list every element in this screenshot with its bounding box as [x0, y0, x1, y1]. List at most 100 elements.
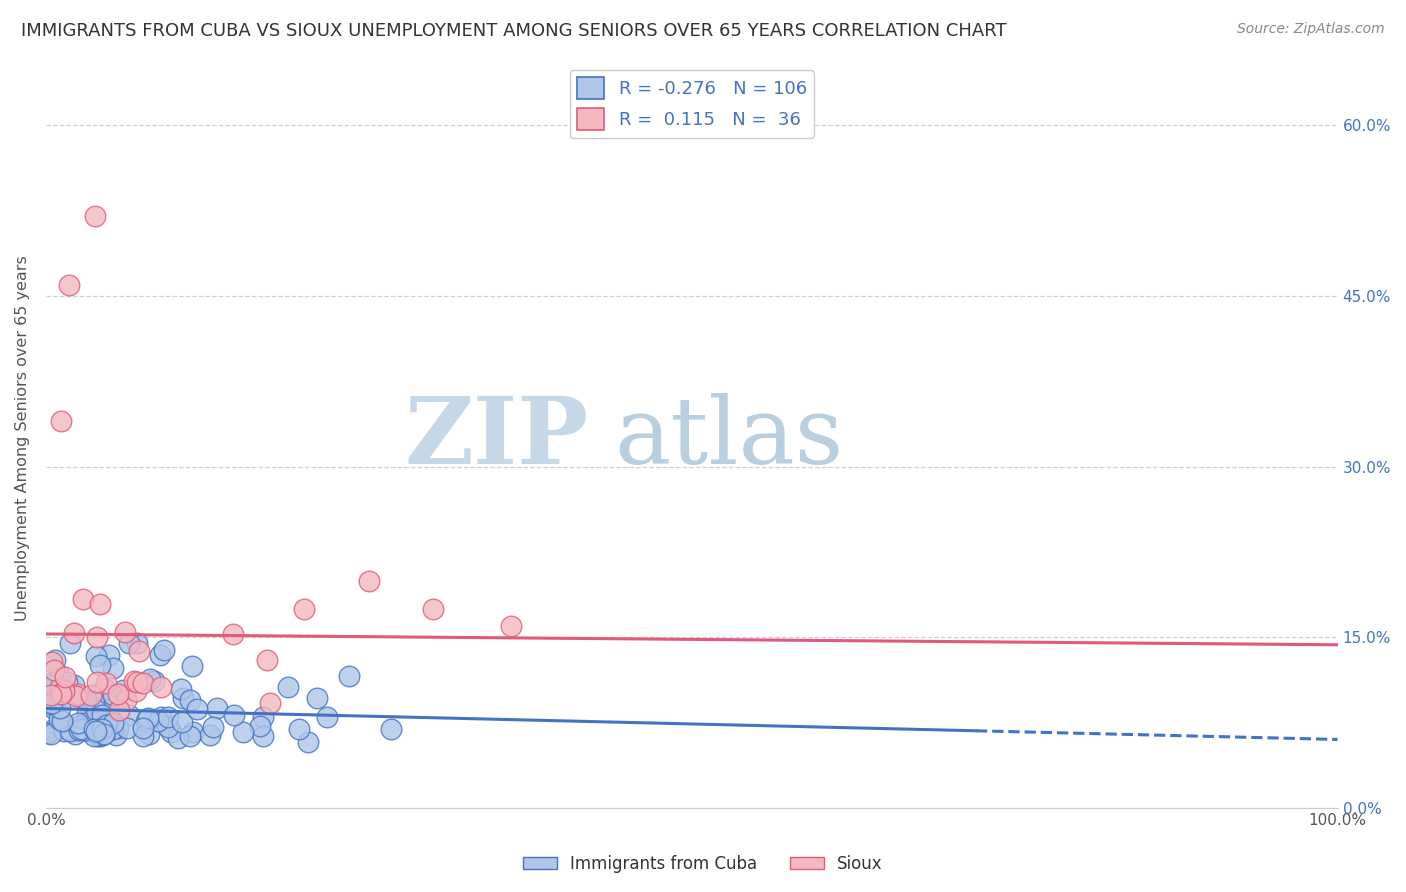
Point — [149, 710, 172, 724]
Legend: Immigrants from Cuba, Sioux: Immigrants from Cuba, Sioux — [516, 848, 890, 880]
Point — [132, 729, 155, 743]
Point — [76, 706, 98, 720]
Point — [249, 719, 271, 733]
Point — [79, 698, 101, 712]
Text: atlas: atlas — [614, 393, 844, 483]
Point — [259, 696, 281, 710]
Point — [49, 681, 72, 695]
Point — [136, 711, 159, 725]
Point — [157, 720, 180, 734]
Point — [84, 648, 107, 663]
Point — [83, 695, 105, 709]
Point — [53, 670, 76, 684]
Point — [65, 689, 87, 703]
Point — [83, 723, 105, 737]
Text: Source: ZipAtlas.com: Source: ZipAtlas.com — [1237, 22, 1385, 37]
Point — [90, 722, 112, 736]
Point — [63, 625, 86, 640]
Point — [55, 674, 77, 689]
Point — [101, 688, 124, 702]
Point — [42, 663, 65, 677]
Point — [72, 592, 94, 607]
Point — [252, 710, 274, 724]
Point — [124, 684, 146, 698]
Point — [337, 669, 360, 683]
Point — [316, 710, 339, 724]
Point — [108, 702, 131, 716]
Point — [41, 655, 63, 669]
Point — [107, 721, 129, 735]
Point — [160, 725, 183, 739]
Text: ZIP: ZIP — [404, 393, 589, 483]
Point — [101, 722, 124, 736]
Point — [89, 597, 111, 611]
Point — [288, 723, 311, 737]
Point — [167, 731, 190, 745]
Point — [59, 636, 82, 650]
Point — [172, 691, 194, 706]
Point — [380, 722, 402, 736]
Point — [142, 673, 165, 688]
Text: IMMIGRANTS FROM CUBA VS SIOUX UNEMPLOYMENT AMONG SENIORS OVER 65 YEARS CORRELATI: IMMIGRANTS FROM CUBA VS SIOUX UNEMPLOYME… — [21, 22, 1007, 40]
Point — [66, 721, 89, 735]
Point — [139, 672, 162, 686]
Point — [93, 727, 115, 741]
Point — [111, 682, 134, 697]
Point — [307, 691, 329, 706]
Point — [42, 700, 65, 714]
Point — [114, 624, 136, 639]
Point — [91, 708, 114, 723]
Point — [93, 727, 115, 741]
Point — [41, 723, 63, 738]
Point — [37, 676, 59, 690]
Point — [86, 630, 108, 644]
Point — [63, 678, 86, 692]
Point — [59, 724, 82, 739]
Point — [256, 653, 278, 667]
Point — [205, 701, 228, 715]
Point — [77, 698, 100, 712]
Point — [84, 704, 107, 718]
Point — [89, 729, 111, 743]
Point — [157, 709, 180, 723]
Point — [277, 681, 299, 695]
Point — [115, 721, 138, 735]
Point — [87, 729, 110, 743]
Point — [51, 414, 73, 428]
Point — [41, 696, 63, 710]
Point — [89, 686, 111, 700]
Point — [94, 718, 117, 732]
Point — [115, 693, 138, 707]
Point — [52, 723, 75, 738]
Point — [84, 210, 107, 224]
Point — [201, 720, 224, 734]
Point — [138, 727, 160, 741]
Point — [69, 719, 91, 733]
Point — [63, 727, 86, 741]
Point — [152, 642, 174, 657]
Point — [128, 643, 150, 657]
Point — [122, 674, 145, 689]
Point — [150, 715, 173, 730]
Point — [83, 729, 105, 743]
Point — [170, 681, 193, 696]
Point — [75, 693, 97, 707]
Point — [224, 708, 246, 723]
Point — [48, 668, 70, 682]
Point — [52, 683, 75, 698]
Point — [499, 619, 522, 633]
Point — [97, 648, 120, 663]
Point — [172, 714, 194, 729]
Point — [118, 708, 141, 723]
Point — [297, 735, 319, 749]
Point — [73, 723, 96, 738]
Y-axis label: Unemployment Among Seniors over 65 years: Unemployment Among Seniors over 65 years — [15, 255, 30, 621]
Point — [44, 653, 66, 667]
Point — [38, 698, 60, 712]
Point — [422, 602, 444, 616]
Point — [76, 723, 98, 738]
Point — [357, 574, 380, 588]
Point — [107, 687, 129, 701]
Point — [150, 680, 173, 694]
Point — [67, 723, 90, 737]
